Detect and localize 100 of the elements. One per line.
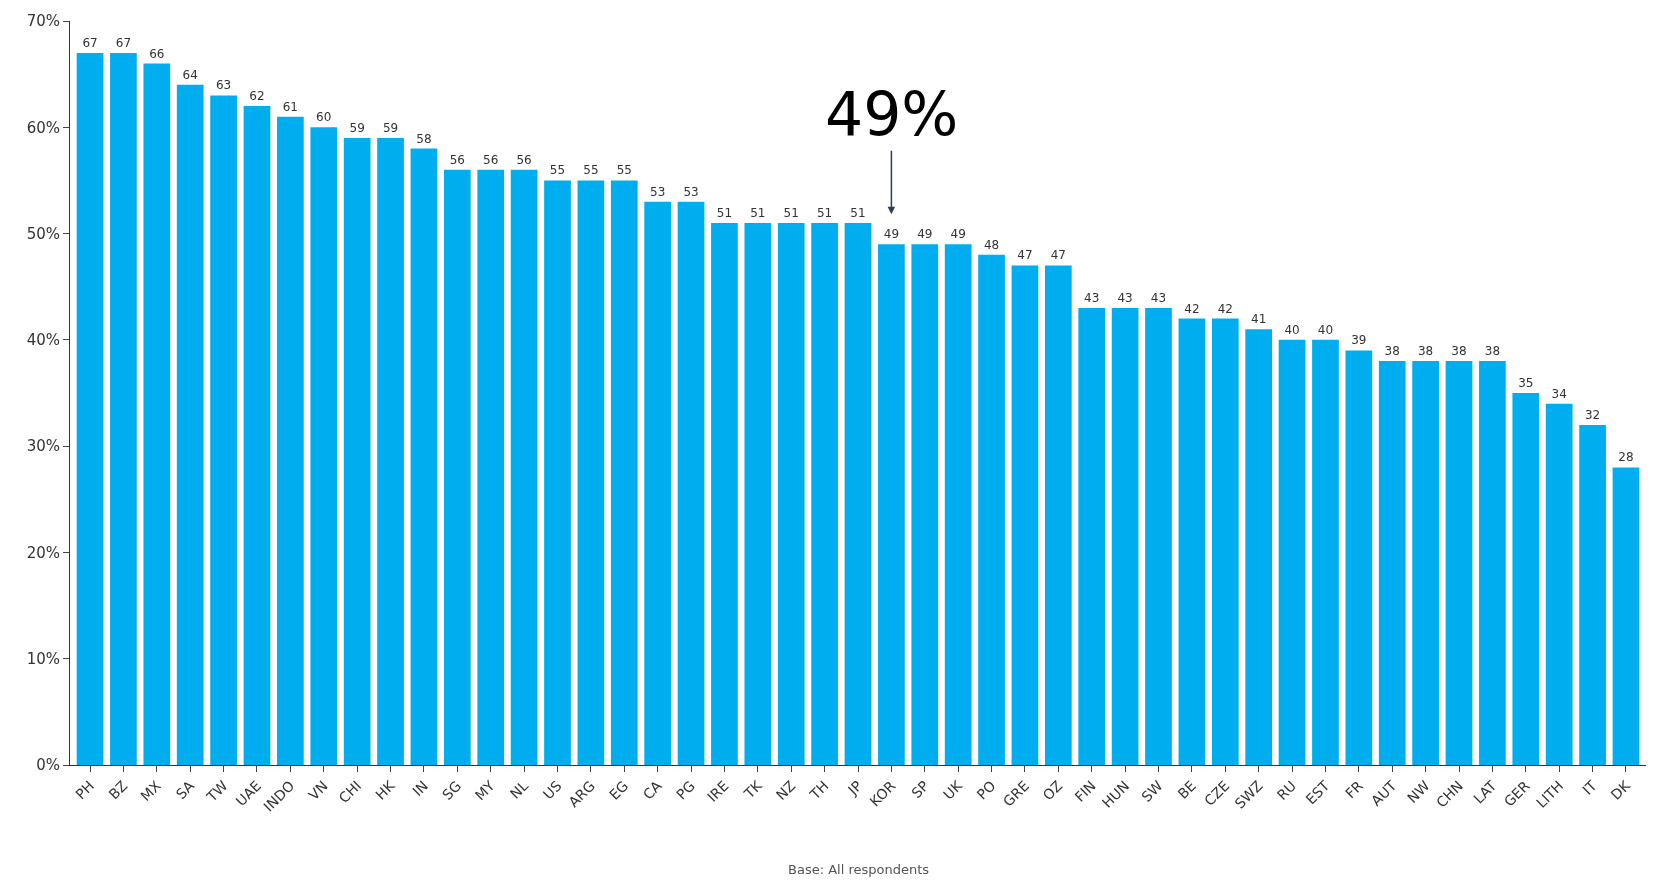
x-tick-label: NZ [772, 777, 799, 804]
data-label: 43 [1117, 290, 1133, 305]
x-tick-label: BZ [105, 777, 131, 803]
y-tick-label: 70% [26, 12, 60, 31]
y-tick-label: 40% [26, 331, 60, 350]
y-tick-label: 10% [26, 649, 60, 668]
bar [1412, 361, 1439, 765]
bar [711, 222, 738, 765]
y-tick-label: 20% [26, 543, 60, 562]
bar [1378, 361, 1406, 765]
bar [777, 222, 805, 765]
x-tick-label: EG [606, 777, 632, 803]
data-label: 47 [1050, 248, 1066, 263]
bar [210, 95, 237, 765]
x-tick-label: TW [202, 777, 231, 806]
data-label: 47 [1017, 248, 1033, 263]
data-label: 58 [416, 131, 432, 146]
data-label: 51 [716, 205, 733, 220]
x-tick-label: JP [844, 777, 866, 799]
x-tick-label: IT [1579, 777, 1600, 798]
bar [978, 254, 1005, 765]
x-tick-label: PG [673, 777, 699, 803]
data-label: 51 [850, 205, 866, 220]
y-tick-label: 50% [26, 224, 60, 243]
data-label: 64 [182, 67, 198, 82]
bar [844, 222, 872, 765]
bar [1545, 403, 1573, 765]
bar [878, 244, 905, 765]
x-tick-label: US [539, 777, 565, 803]
data-label: 34 [1551, 386, 1567, 401]
x-tick-label: TH [806, 777, 832, 804]
data-label: 49 [950, 227, 966, 242]
bar [110, 52, 137, 765]
x-tick-label: SA [172, 777, 198, 803]
x-tick-label: IRE [704, 777, 732, 805]
data-label: 49 [917, 227, 933, 242]
bar [1178, 318, 1206, 765]
x-tick-label: RU [1273, 777, 1300, 803]
data-label: 56 [449, 152, 465, 167]
annotation: 49% [825, 79, 959, 149]
bar [277, 116, 304, 765]
data-label: 59 [349, 120, 365, 135]
data-label: 53 [650, 184, 666, 199]
data-label: 38 [1417, 344, 1434, 359]
data-label: 62 [249, 89, 265, 104]
bar [544, 180, 571, 765]
x-tick-label: CA [639, 777, 666, 803]
bar [76, 52, 104, 765]
data-label: 51 [750, 205, 766, 220]
x-tick-label: DK [1607, 776, 1634, 803]
bar [644, 201, 672, 765]
bar [1479, 361, 1506, 765]
x-tick-label: TK [740, 776, 766, 803]
bar [1211, 318, 1239, 765]
bar [1512, 393, 1540, 765]
data-label: 49 [883, 227, 900, 242]
data-label: 53 [683, 184, 699, 199]
data-label: 63 [215, 78, 232, 93]
data-label: 43 [1150, 290, 1167, 305]
bar [577, 180, 605, 765]
x-tick-label: SP [908, 777, 932, 802]
bar [1245, 329, 1273, 765]
x-tick-label: MY [471, 777, 499, 804]
bar [377, 137, 404, 765]
y-tick-label: 0% [36, 756, 60, 775]
bar [1111, 307, 1139, 765]
text: Base: All respondents [788, 862, 930, 877]
data-label: 40 [1317, 322, 1334, 337]
data-label: 48 [983, 237, 1000, 252]
bar [1579, 424, 1606, 765]
bar [143, 63, 171, 765]
bar [1278, 339, 1306, 765]
bar [1011, 265, 1039, 765]
bar [1145, 307, 1172, 765]
data-label: 42 [1184, 301, 1200, 316]
bar [744, 222, 772, 765]
data-label: 55 [549, 163, 566, 178]
data-label: 40 [1284, 322, 1300, 337]
bar [1044, 265, 1072, 765]
data-label: 60 [316, 110, 332, 125]
bar [911, 244, 939, 765]
data-label: 67 [82, 35, 98, 50]
bar [410, 148, 438, 765]
bar [243, 106, 271, 765]
data-label: 43 [1084, 290, 1100, 305]
data-label: 39 [1351, 333, 1367, 348]
bar [1445, 361, 1473, 765]
x-tick-label: PO [973, 777, 999, 803]
bar [610, 180, 638, 765]
bar [443, 169, 471, 765]
data-label: 42 [1217, 301, 1233, 316]
x-tick-label: SW [1138, 777, 1166, 805]
x-tick-label: FIN [1071, 777, 1099, 805]
x-tick-label: PH [72, 777, 98, 803]
x-tick-label: MX [137, 777, 165, 805]
x-tick-label: IN [409, 777, 431, 800]
x-tick-label: BE [1174, 777, 1199, 802]
bar [1312, 339, 1339, 765]
bar [1612, 467, 1640, 765]
bar [310, 127, 338, 765]
